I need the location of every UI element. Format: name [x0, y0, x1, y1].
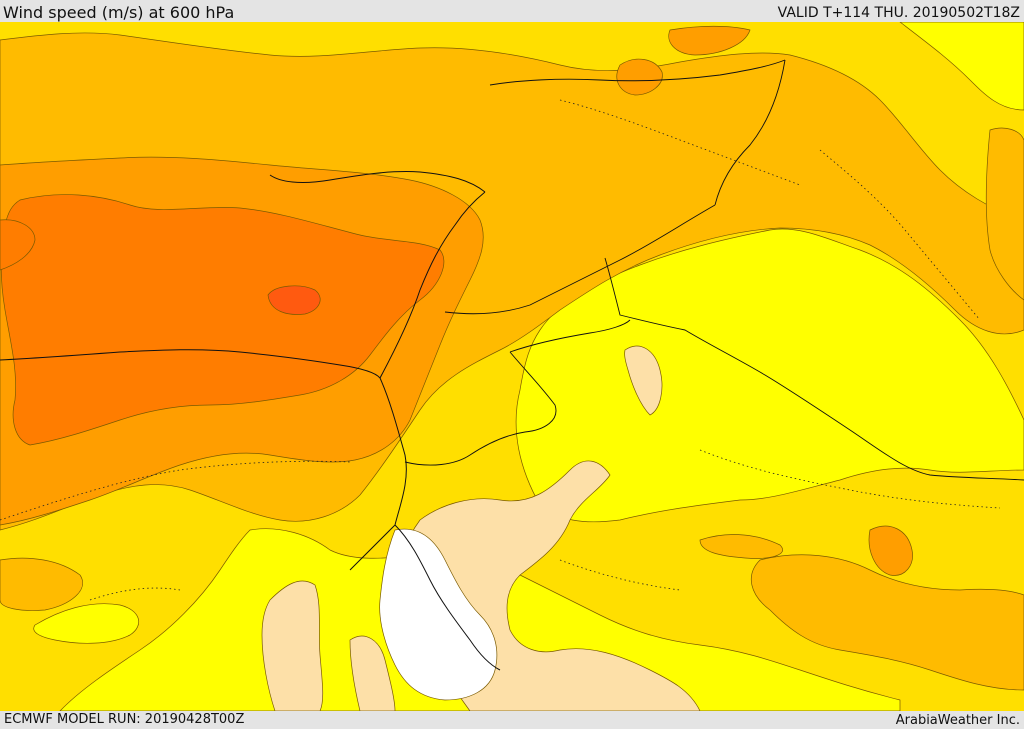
map-canvas: [0, 22, 1024, 711]
admin-boundaries: [0, 99, 1001, 601]
wind-speed-map: [0, 22, 1024, 711]
field-dark-orange-se: [868, 525, 913, 576]
field-tan-arabia: [624, 345, 663, 416]
country-borders: [404, 59, 1024, 481]
model-run: ECMWF MODEL RUN: 20190428T00Z: [4, 712, 245, 727]
field-light-yellow-sw: [33, 603, 140, 644]
field-orange-east-strip: [985, 127, 1024, 301]
field-tan-sinai: [261, 580, 324, 711]
field-orange-west-blob: [0, 557, 83, 611]
field-deep-orange-west: [0, 219, 36, 271]
field-tan-sinai-south: [349, 635, 396, 711]
field-dark-orange-top: [668, 25, 751, 56]
map-title: Wind speed (m/s) at 600 hPa: [3, 3, 235, 22]
field-deep-orange: [0, 194, 445, 446]
coastlines: [0, 171, 501, 671]
header-bar: Wind speed (m/s) at 600 hPa VALID T+114 …: [0, 0, 1024, 22]
field-dark-orange-ne: [616, 58, 663, 96]
valid-time: VALID T+114 THU. 20190502T18Z: [777, 5, 1020, 21]
field-light-yellow-ne: [899, 22, 1024, 111]
field-wind-max: [267, 285, 321, 315]
field-orange-southeast: [751, 554, 1024, 691]
credit-label: ArabiaWeather Inc.: [895, 713, 1020, 728]
footer-bar: ECMWF MODEL RUN: 20190428T00Z ArabiaWeat…: [0, 711, 1024, 729]
field-orange-south-blob: [699, 534, 783, 559]
field-white-calm: [379, 528, 498, 701]
